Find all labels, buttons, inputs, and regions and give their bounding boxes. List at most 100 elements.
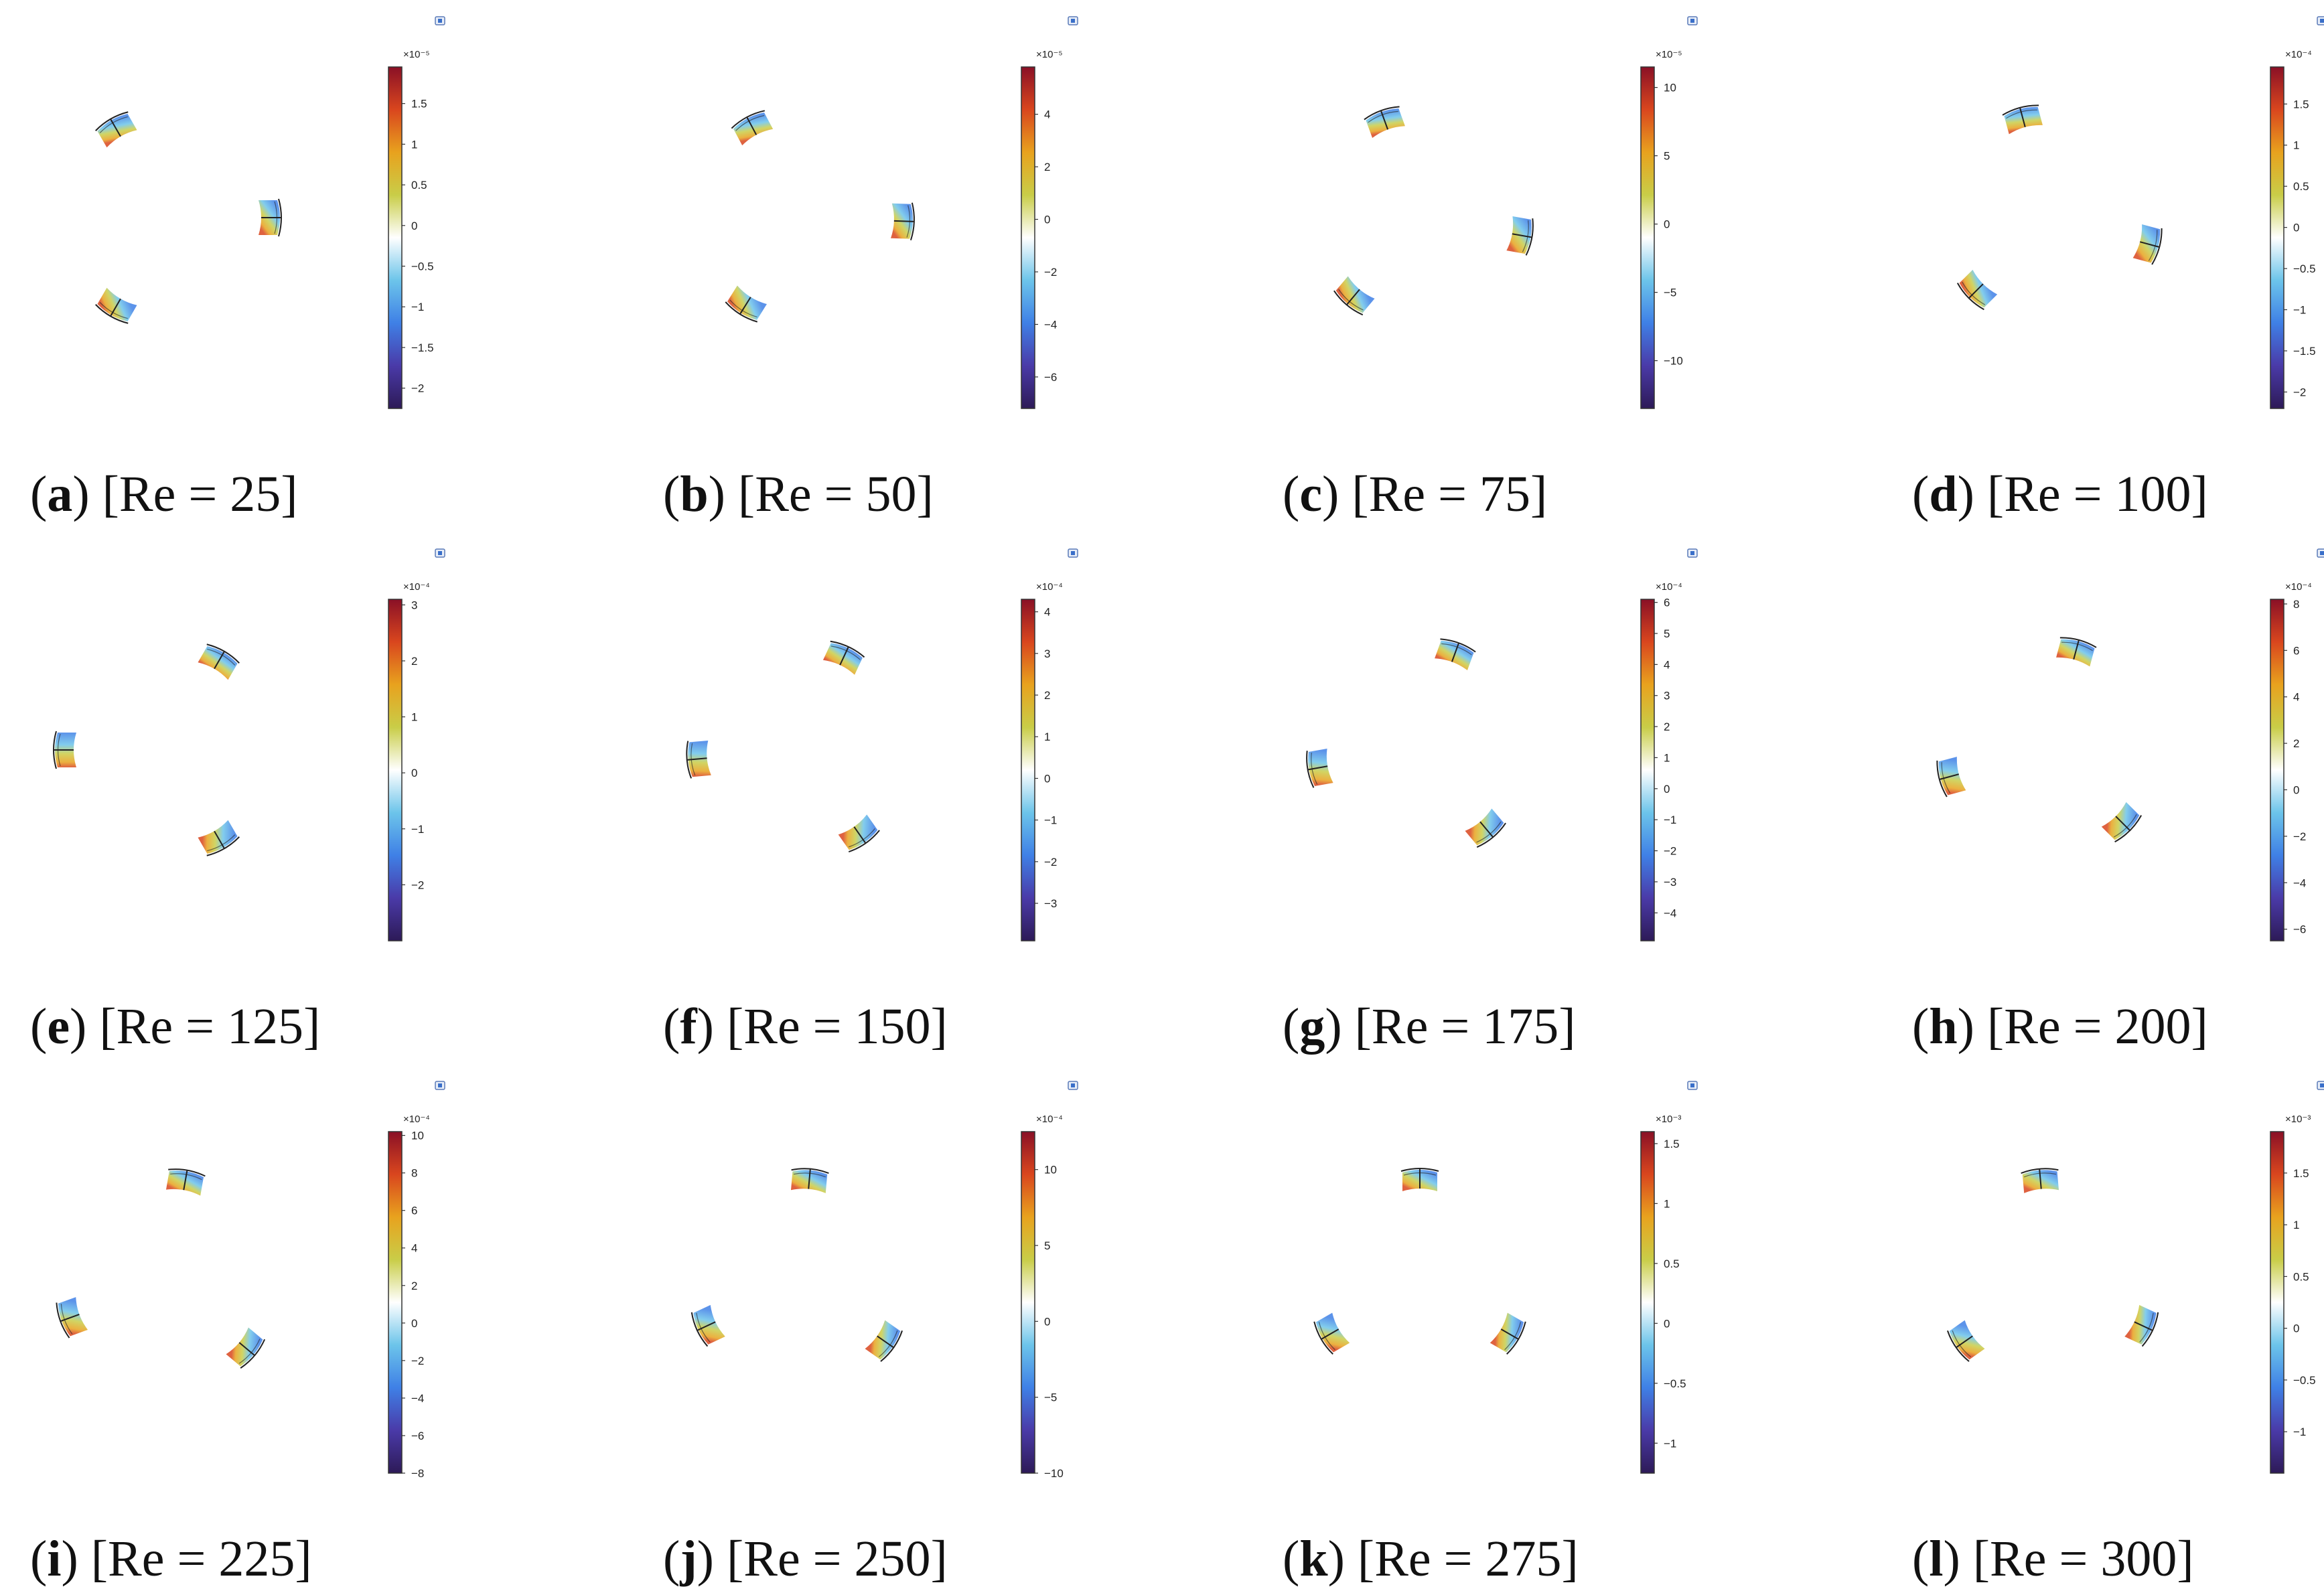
plot-toolbar-icon[interactable] bbox=[1687, 1081, 1698, 1090]
panel-j: ×10⁻⁴ 10 5 0 −5 −10 bbox=[691, 1081, 1078, 1480]
blade bbox=[165, 1168, 206, 1196]
colorbar-tick-label: 0 bbox=[1664, 1317, 1670, 1330]
panel-b: ×10⁻⁵ 4 2 0 −2 −4 −6 bbox=[725, 16, 1078, 409]
colorbar-exponent: ×10⁻⁴ bbox=[403, 1114, 430, 1125]
blade bbox=[838, 814, 880, 853]
plot-toolbar-icon[interactable] bbox=[1687, 16, 1698, 25]
blade bbox=[1956, 269, 1998, 311]
plot-toolbar-icon[interactable] bbox=[2317, 16, 2324, 25]
blade bbox=[226, 1327, 266, 1369]
colorbar-scale bbox=[2270, 66, 2284, 409]
colorbar-tick-label: −0.5 bbox=[411, 260, 434, 273]
colorbar-scale bbox=[1021, 599, 1035, 941]
blade bbox=[2056, 637, 2097, 667]
rotor-blades bbox=[1946, 1168, 2159, 1362]
plot-toolbar-icon[interactable] bbox=[435, 16, 445, 25]
panel-h: ×10⁻⁴ 8 6 4 2 0 −2 −4 −6 bbox=[1936, 548, 2324, 941]
colorbar-scale bbox=[388, 66, 403, 409]
blade bbox=[1333, 276, 1375, 316]
colorbar-tick-label: −6 bbox=[411, 1430, 424, 1442]
caption-letter: h bbox=[1929, 998, 1958, 1055]
colorbar-tick-label: −3 bbox=[1044, 897, 1057, 910]
colorbar-scale bbox=[2270, 599, 2284, 941]
plot-toolbar-icon[interactable] bbox=[1068, 548, 1078, 558]
colorbar-tick-label: −0.5 bbox=[1664, 1377, 1686, 1390]
caption-letter: c bbox=[1299, 466, 1323, 522]
panel-f: ×10⁻⁴ 4 3 2 1 0 −1 −2 −3 bbox=[686, 548, 1078, 941]
plot-toolbar-icon[interactable] bbox=[1687, 548, 1698, 558]
colorbar-tick-label: 5 bbox=[1044, 1239, 1050, 1252]
colorbar-scale bbox=[1021, 66, 1035, 409]
rotor-blades bbox=[1313, 1168, 1526, 1355]
colorbar: ×10⁻⁵ 1.5 1 0.5 0 −0.5 −1 −1.5 −2 bbox=[388, 49, 434, 409]
colorbar-tick-label: 4 bbox=[411, 1242, 417, 1255]
colorbar-tick-label: −2 bbox=[411, 879, 424, 891]
caption-letter: j bbox=[680, 1531, 697, 1587]
plot-toolbar-icon[interactable] bbox=[435, 1081, 445, 1090]
caption-i: (i) [Re = 225] bbox=[30, 1531, 312, 1587]
colorbar-tick-label: 1 bbox=[2293, 139, 2299, 152]
colorbar-tick-label: 0 bbox=[1664, 783, 1670, 795]
colorbar-tick-label: 1 bbox=[1664, 1197, 1670, 1210]
colorbar-tick-label: −3 bbox=[1664, 876, 1676, 889]
colorbar-tick-label: −1.5 bbox=[2293, 345, 2316, 358]
caption-label: [Re = 100] bbox=[1986, 466, 2208, 522]
colorbar-tick-label: −1.5 bbox=[411, 341, 434, 354]
plot-toolbar-icon[interactable] bbox=[2317, 548, 2324, 558]
colorbar-tick-label: 6 bbox=[1664, 597, 1670, 609]
colorbar-tick-label: 4 bbox=[1044, 606, 1050, 619]
plot-toolbar-icon[interactable] bbox=[435, 548, 445, 558]
plot-toolbar-icon[interactable] bbox=[1068, 1081, 1078, 1090]
colorbar-tick-label: 6 bbox=[411, 1205, 417, 1217]
caption-a: (a) [Re = 25] bbox=[30, 466, 298, 522]
colorbar-scale bbox=[1021, 1131, 1035, 1474]
blade bbox=[1490, 1312, 1526, 1355]
rotor-blades bbox=[56, 1168, 266, 1369]
caption-letter: d bbox=[1929, 466, 1958, 522]
colorbar-scale bbox=[1640, 66, 1655, 409]
caption-label: [Re = 50] bbox=[737, 466, 934, 522]
colorbar-tick-label: −1 bbox=[411, 301, 424, 313]
blade bbox=[686, 740, 711, 779]
plot-toolbar-icon[interactable] bbox=[1068, 16, 1078, 25]
colorbar-tick-label: −5 bbox=[1664, 287, 1676, 299]
caption-label: [Re = 25] bbox=[102, 466, 298, 522]
blade bbox=[198, 643, 240, 680]
colorbar-tick-label: 2 bbox=[1044, 689, 1050, 702]
caption-label: [Re = 200] bbox=[1986, 998, 2208, 1055]
colorbar-tick-label: −5 bbox=[1044, 1391, 1057, 1404]
colorbar-tick-label: 8 bbox=[2293, 598, 2299, 611]
colorbar-tick-label: 1.5 bbox=[411, 98, 427, 110]
colorbar-tick-label: −2 bbox=[411, 382, 424, 395]
caption-label: [Re = 125] bbox=[99, 998, 321, 1055]
colorbar-tick-label: 5 bbox=[1664, 150, 1670, 163]
caption-label: [Re = 225] bbox=[90, 1531, 312, 1587]
colorbar-tick-label: 4 bbox=[1664, 658, 1670, 671]
panel-i: ×10⁻⁴ 10 8 6 4 2 0 −2 −4 −6 −8 bbox=[56, 1081, 445, 1480]
panel-e: ×10⁻⁴ 3 2 1 0 −1 −2 bbox=[53, 548, 445, 941]
colorbar-tick-label: 3 bbox=[1044, 648, 1050, 660]
colorbar-tick-label: −0.5 bbox=[2293, 1374, 2316, 1387]
caption-d: (d) [Re = 100] bbox=[1912, 466, 2208, 522]
colorbar-exponent: ×10⁻⁵ bbox=[1036, 49, 1063, 60]
colorbar-scale bbox=[388, 599, 403, 941]
colorbar-tick-label: 1.5 bbox=[2293, 1167, 2309, 1180]
colorbar-exponent: ×10⁻⁴ bbox=[2285, 581, 2312, 593]
blade bbox=[1306, 748, 1333, 788]
colorbar-tick-label: −0.5 bbox=[2293, 262, 2316, 275]
colorbar: ×10⁻⁵ 10 5 0 −5 −10 bbox=[1640, 49, 1683, 409]
caption-h: (h) [Re = 200] bbox=[1912, 998, 2208, 1055]
colorbar-tick-label: −2 bbox=[2293, 830, 2306, 843]
colorbar-tick-label: 0.5 bbox=[1664, 1258, 1680, 1270]
colorbar: ×10⁻⁴ 8 6 4 2 0 −2 −4 −6 bbox=[2270, 581, 2312, 941]
rotor-blades bbox=[53, 643, 240, 856]
colorbar-tick-label: 10 bbox=[411, 1130, 424, 1142]
colorbar: ×10⁻⁴ 10 8 6 4 2 0 −2 −4 −6 −8 bbox=[388, 1114, 430, 1480]
colorbar-exponent: ×10⁻³ bbox=[1656, 1114, 1681, 1125]
panel-d: ×10⁻⁴ 1.5 1 0.5 0 −0.5 −1 −1.5 −2 bbox=[1956, 16, 2324, 409]
plot-toolbar-icon[interactable] bbox=[2317, 1081, 2324, 1090]
colorbar-tick-label: 0.5 bbox=[2293, 180, 2309, 193]
colorbar-tick-label: −6 bbox=[1044, 371, 1057, 384]
colorbar-exponent: ×10⁻⁵ bbox=[403, 49, 430, 60]
